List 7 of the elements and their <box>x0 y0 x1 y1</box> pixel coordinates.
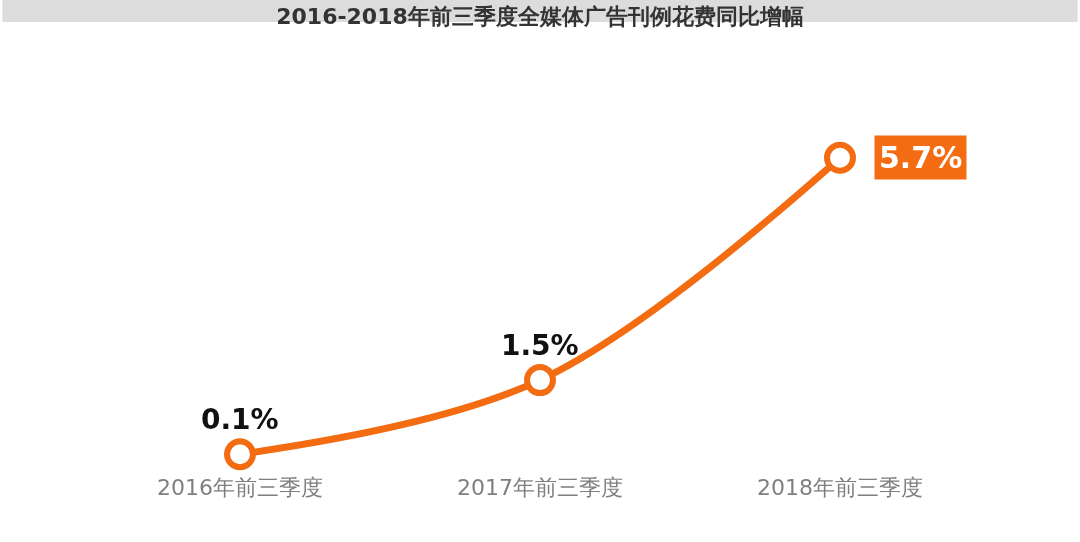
chart-title: 2016-2018年前三季度全媒体广告刊例花费同比增幅 <box>276 3 804 29</box>
x-tick-label: 2016年前三季度 <box>157 475 323 500</box>
data-label: 1.5% <box>501 329 579 362</box>
data-label: 0.1% <box>201 403 279 436</box>
data-label: 5.7% <box>879 140 963 175</box>
x-tick-label: 2017年前三季度 <box>457 475 623 500</box>
x-tick-label: 2018年前三季度 <box>757 475 923 500</box>
